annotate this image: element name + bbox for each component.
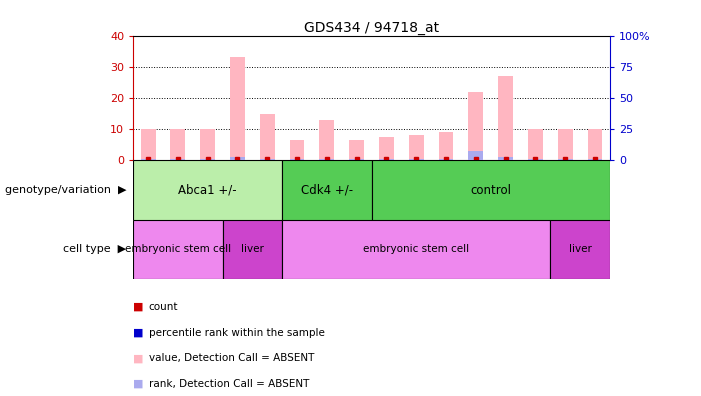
Text: cell type  ▶: cell type ▶	[63, 244, 126, 255]
Text: value, Detection Call = ABSENT: value, Detection Call = ABSENT	[149, 353, 314, 364]
Bar	[170, 159, 185, 160]
Text: liver: liver	[569, 244, 592, 255]
Bar	[320, 159, 334, 160]
Bar	[558, 159, 573, 160]
Text: genotype/variation  ▶: genotype/variation ▶	[5, 185, 126, 195]
Bar	[587, 129, 602, 160]
Bar	[260, 114, 275, 160]
Bar	[260, 159, 275, 160]
Bar	[498, 76, 513, 160]
Text: ■: ■	[133, 327, 144, 338]
Text: rank, Detection Call = ABSENT: rank, Detection Call = ABSENT	[149, 379, 309, 389]
Bar	[349, 159, 364, 160]
Text: ■: ■	[133, 379, 144, 389]
Bar	[468, 92, 483, 160]
Title: GDS434 / 94718_at: GDS434 / 94718_at	[304, 21, 439, 34]
Bar	[282, 160, 372, 220]
Text: count: count	[149, 302, 178, 312]
Text: liver: liver	[241, 244, 264, 255]
Bar	[141, 129, 156, 160]
Bar	[528, 129, 543, 160]
Bar	[133, 220, 223, 279]
Bar	[439, 132, 454, 160]
Bar	[141, 159, 156, 160]
Bar	[528, 159, 543, 160]
Bar	[349, 140, 364, 160]
Text: ■: ■	[133, 302, 144, 312]
Bar	[558, 129, 573, 160]
Bar	[282, 220, 550, 279]
Text: Cdk4 +/-: Cdk4 +/-	[301, 184, 353, 196]
Bar	[290, 159, 304, 160]
Bar	[230, 157, 245, 160]
Text: control: control	[470, 184, 511, 196]
Bar	[290, 140, 304, 160]
Bar	[379, 159, 394, 160]
Bar	[320, 120, 334, 160]
Bar	[223, 220, 282, 279]
Bar	[468, 151, 483, 160]
Bar	[200, 159, 215, 160]
Bar	[439, 159, 454, 160]
Bar	[587, 159, 602, 160]
Bar	[372, 160, 610, 220]
Bar	[409, 159, 423, 160]
Bar	[379, 137, 394, 160]
Bar	[170, 129, 185, 160]
Bar	[550, 220, 610, 279]
Bar	[409, 135, 423, 160]
Bar	[498, 157, 513, 160]
Text: embryonic stem cell: embryonic stem cell	[363, 244, 469, 255]
Text: ■: ■	[133, 353, 144, 364]
Text: Abca1 +/-: Abca1 +/-	[178, 184, 237, 196]
Bar	[200, 129, 215, 160]
Text: embryonic stem cell: embryonic stem cell	[125, 244, 231, 255]
Bar	[230, 57, 245, 160]
Text: percentile rank within the sample: percentile rank within the sample	[149, 327, 325, 338]
Bar	[133, 160, 282, 220]
